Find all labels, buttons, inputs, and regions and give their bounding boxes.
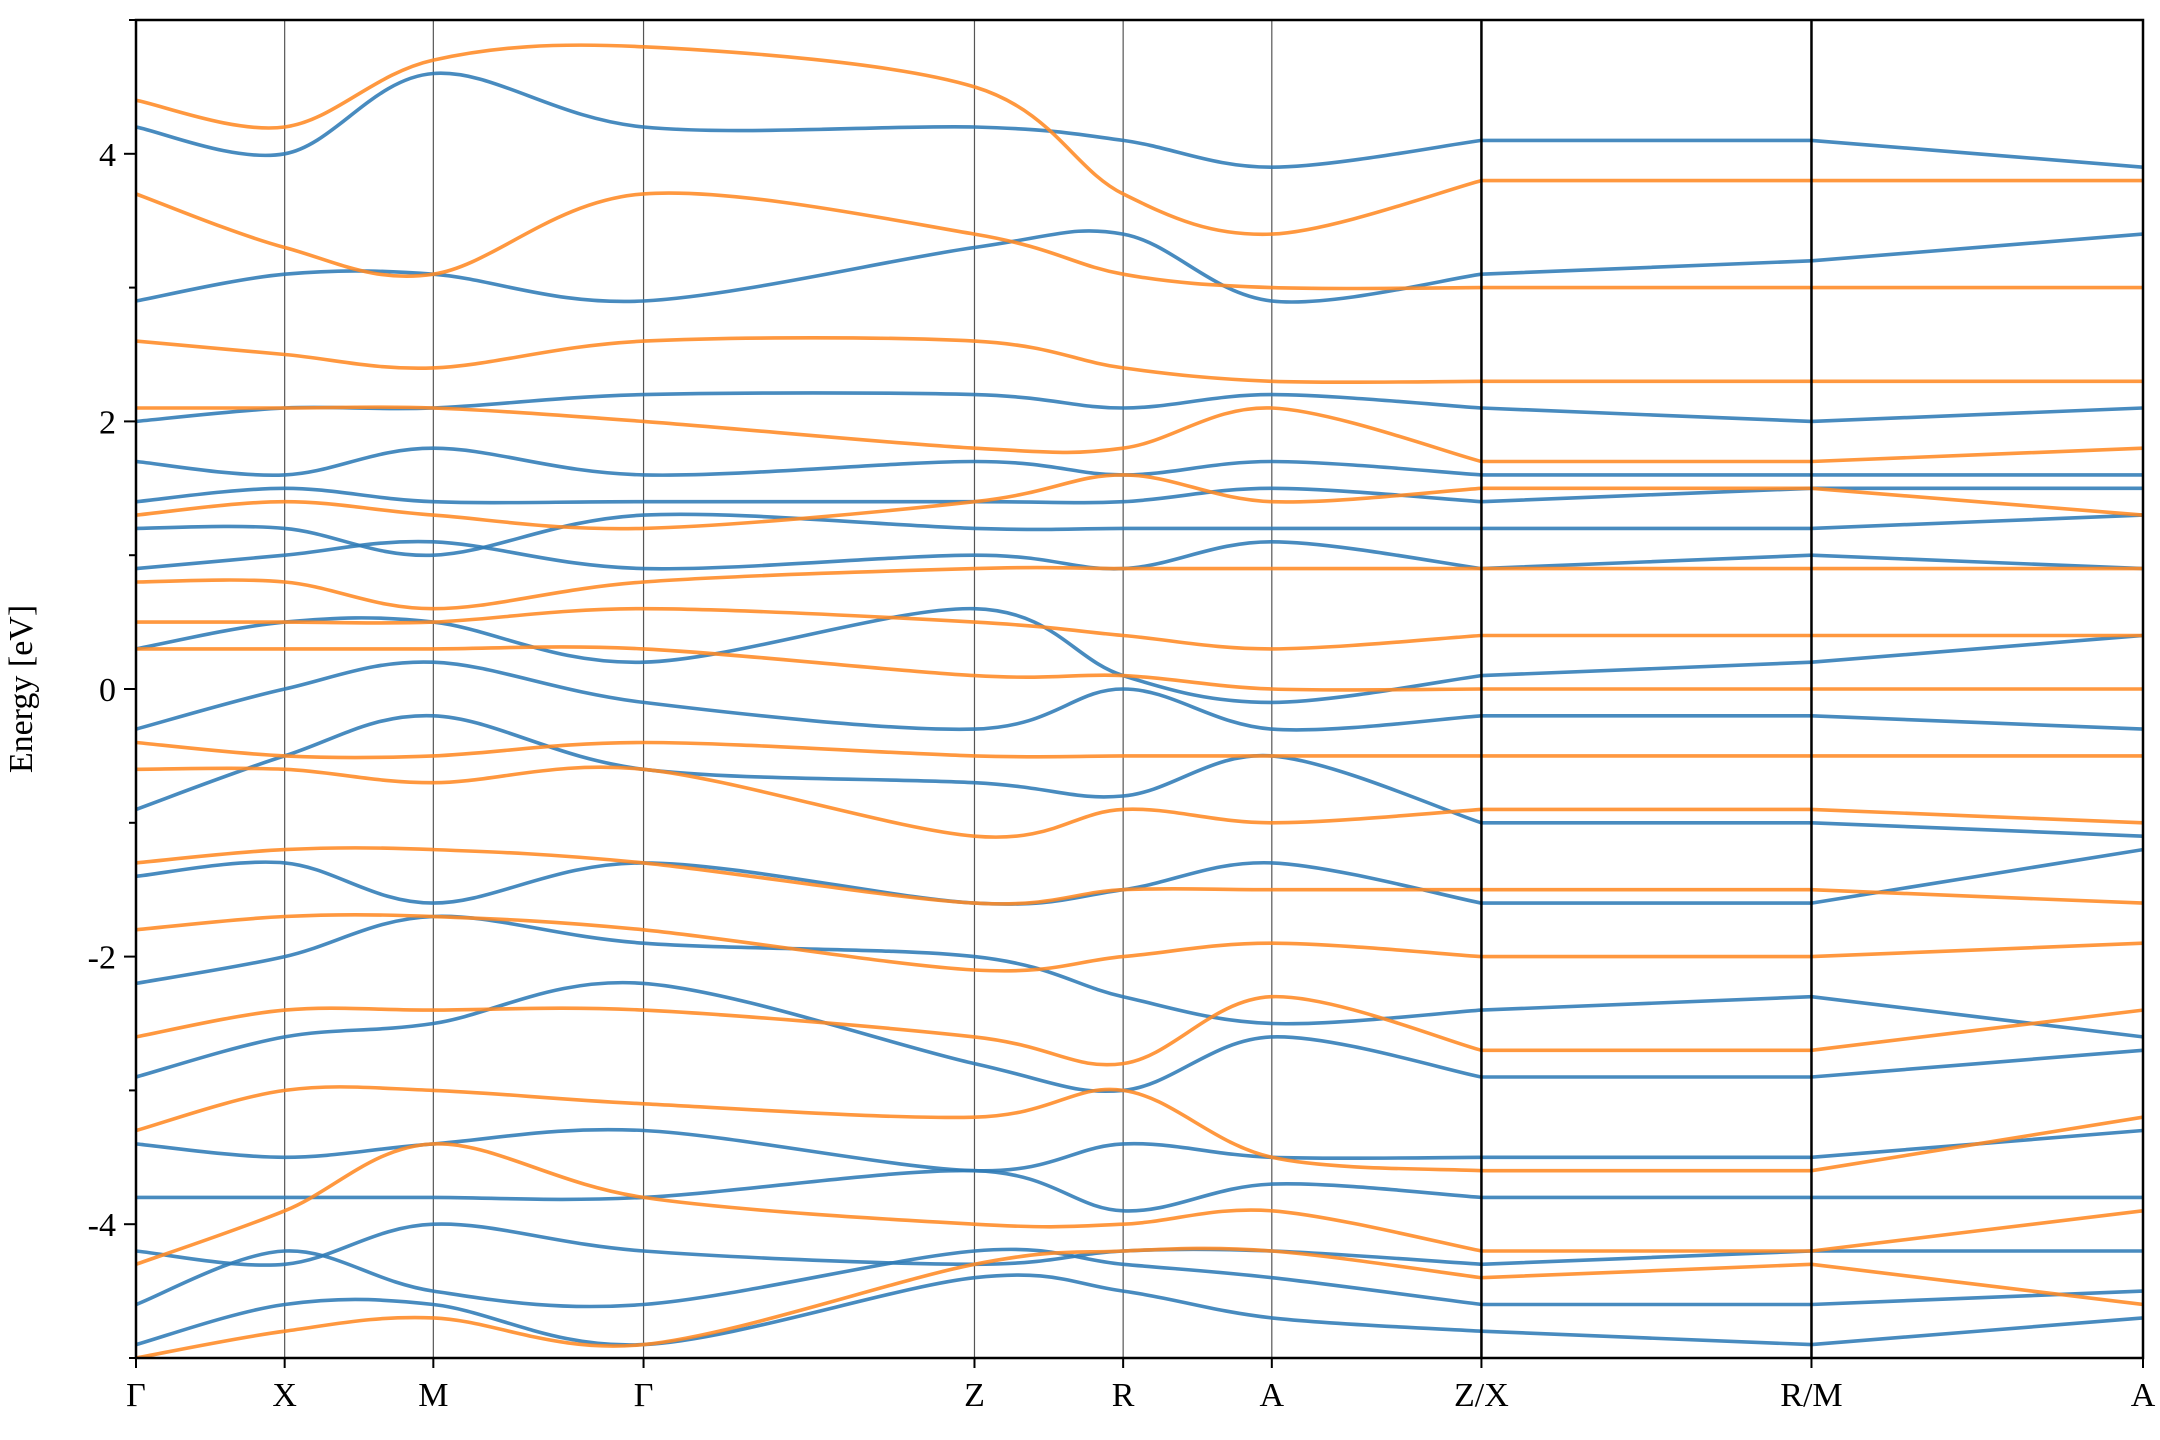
band-line-spin_down [136,473,1484,531]
band-line-spin_up [1479,406,1814,424]
band-line-spin_up [1479,1329,1814,1347]
band-line-spin_down [1809,1209,2143,1253]
band-line-spin_up [136,1127,1484,1173]
band-line-spin_down [136,645,1484,692]
y-tick-label: -4 [88,1207,116,1244]
y-tick-label: -2 [88,940,116,977]
band-line-spin_up [1809,1289,2143,1307]
band-line-spin_up [136,539,1484,571]
band-line-spin_up [1809,232,2143,263]
band-line-spin_down [136,606,1484,651]
band-line-spin_up [1809,714,2143,731]
band-line-spin_up [1809,138,2143,169]
band-line-spin_up [136,229,1484,304]
band-line-spin_up [1809,406,2143,424]
y-axis: -4 -2 0 2 4 [88,19,136,1359]
x-tick-label: Z/X [1454,1377,1509,1414]
band-line-spin_up [136,1273,1484,1347]
band-line-spin_down [136,191,1484,291]
band-line-spin_up [136,914,1484,1026]
band-line-spin_down [136,1142,1484,1267]
band-line-spin_down [1809,887,2143,905]
band-line-spin_down [1809,446,2143,464]
band-line-spin_up [1809,994,2143,1039]
band-line-spin_up [136,486,1484,505]
x-tick-label: A [2131,1377,2156,1414]
x-tick-label: Γ [634,1377,654,1414]
band-line-spin_down [1809,486,2143,517]
series-spin_down [136,43,2143,1358]
band-line-spin_up [136,660,1484,732]
band-line-spin_up [1809,821,2143,838]
x-tick-label: R/M [1780,1377,1842,1414]
band-line-spin_down [136,1085,1484,1173]
band-line-spin_down [136,912,1484,973]
band-line-spin_up [136,860,1484,906]
band-line-spin_up [1809,633,2143,664]
x-tick-label: Γ [126,1377,146,1414]
band-line-spin_down [136,994,1484,1067]
band-line-spin_up [136,71,1484,169]
band-line-spin_down [1809,941,2143,959]
band-line-spin_down [136,565,1484,611]
band-line-spin_down [136,1246,1484,1358]
band-line-spin_down [1809,1262,2143,1307]
band-line-spin_down [136,740,1484,760]
band-line-spin_down [136,405,1484,464]
band-line-spin_up [1479,660,1814,678]
x-tick-label: Z [964,1377,985,1414]
band-line-spin_down [1809,1115,2143,1173]
segment-break-lines [1480,20,1813,1358]
x-tick-label: X [272,1377,297,1414]
x-tick-label: M [418,1377,448,1414]
band-line-spin_down [1809,807,2143,825]
band-line-spin_up [1809,1048,2143,1079]
y-axis-label: Energy [eV] [3,605,40,773]
y-tick-label: 2 [99,404,116,441]
bands-layer [136,43,2143,1358]
band-line-spin_down [1809,1008,2143,1053]
band-line-spin_up [136,446,1484,477]
band-line-spin_up [1809,847,2143,905]
band-line-spin_down [136,846,1484,906]
y-tick-label: 0 [99,672,116,709]
band-line-spin_down [136,43,1484,237]
x-axis: Γ X M Γ Z R A Z/X R/M A [126,1358,2156,1414]
band-line-spin_up [1809,513,2143,531]
band-line-spin_up [1479,994,1814,1012]
y-tick-label: 4 [99,137,116,174]
band-line-spin_down [1479,1262,1814,1280]
band-line-spin_up [1809,1316,2143,1347]
band-line-spin_up [1479,259,1814,276]
band-line-spin_down [136,336,1484,385]
band-line-spin_up [136,606,1484,705]
x-tick-label: R [1112,1377,1135,1414]
band-line-spin_up [136,1168,1484,1213]
x-tick-label: A [1260,1377,1285,1414]
band-line-spin_down [136,765,1484,839]
band-line-spin_up [136,1247,1484,1309]
